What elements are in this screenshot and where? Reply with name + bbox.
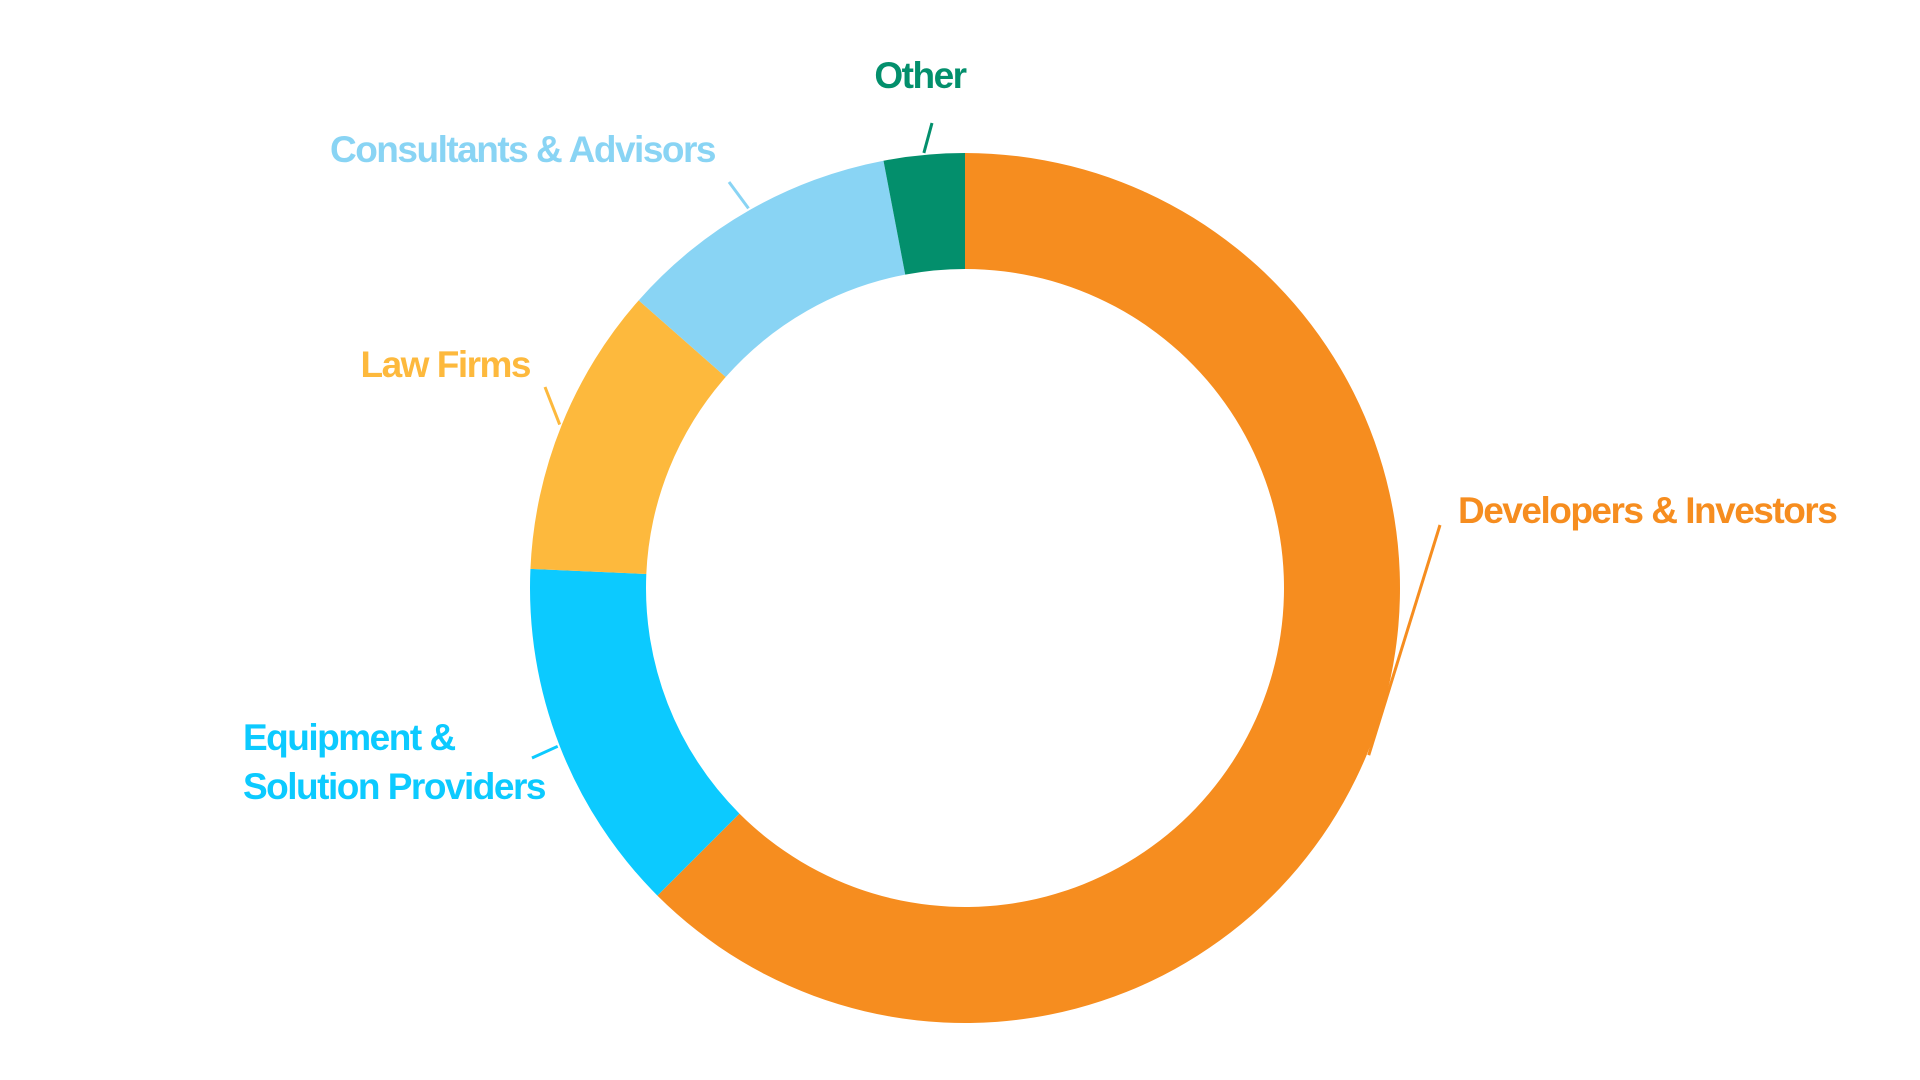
- donut-slice-4: [883, 153, 965, 275]
- label-leader-lines: [531, 122, 1442, 760]
- slice-label-0: Developers & Investors: [1458, 490, 1837, 531]
- slice-labels: Developers & Investors Equipment & Solutio…: [243, 55, 1839, 807]
- slice-label-4: Other: [874, 55, 966, 96]
- slice-label-line: Other: [874, 55, 966, 96]
- slice-label-3: Consultants & Advisors: [330, 129, 716, 170]
- leader-line-1: [531, 744, 559, 760]
- donut-slice-0: [657, 153, 1401, 1023]
- slice-label-line: Equipment &: [243, 717, 455, 758]
- donut-slice-1: [529, 568, 740, 896]
- slice-label-1: Equipment & Solution Providers: [243, 717, 546, 807]
- slice-label-line: Developers & Investors: [1458, 490, 1837, 531]
- slice-label-line: Law Firms: [361, 344, 531, 385]
- slice-label-line: Solution Providers: [243, 766, 546, 807]
- leader-line-4: [922, 122, 934, 154]
- leader-line-2: [543, 386, 562, 426]
- donut-slice-2: [530, 300, 726, 574]
- slice-label-line: Consultants & Advisors: [330, 129, 716, 170]
- donut-slice-3: [638, 160, 906, 378]
- leader-line-0: [1367, 524, 1442, 756]
- donut-slices: [529, 153, 1401, 1023]
- slice-label-2: Law Firms: [361, 344, 531, 385]
- leader-line-3: [727, 181, 750, 210]
